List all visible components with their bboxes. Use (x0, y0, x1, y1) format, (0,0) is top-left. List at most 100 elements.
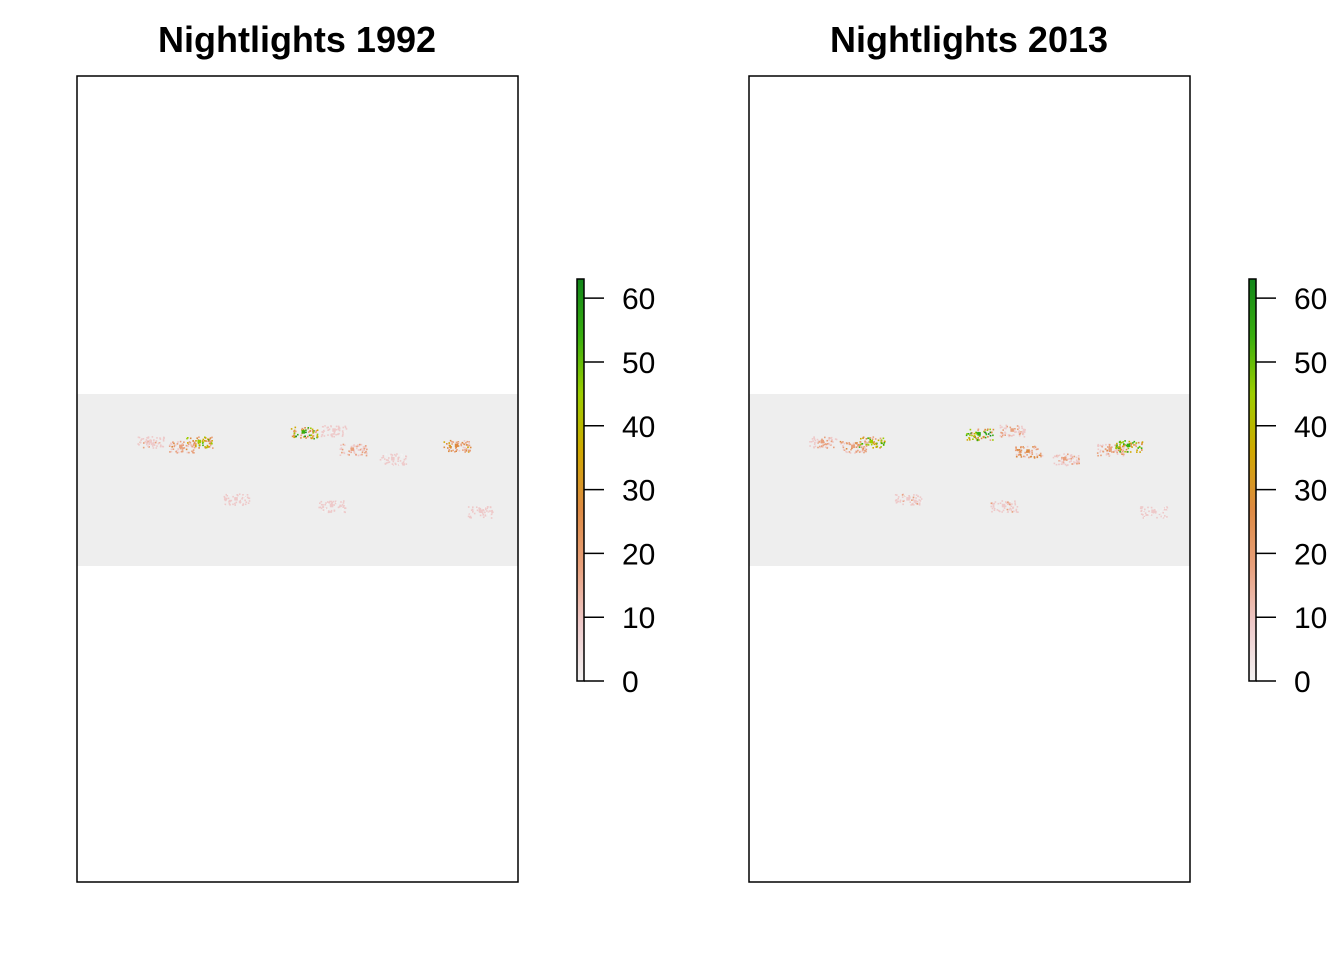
light-cell (1018, 453, 1020, 456)
light-cell (826, 443, 829, 445)
light-cell (148, 443, 150, 446)
light-cell (1137, 441, 1140, 444)
light-cell (1132, 442, 1134, 444)
light-cell (484, 507, 486, 509)
light-cell (1099, 444, 1102, 447)
light-cell (1006, 425, 1008, 428)
light-cell (873, 441, 875, 443)
light-cell (985, 432, 987, 435)
light-cell (210, 442, 213, 445)
light-cell (1011, 511, 1014, 513)
light-cell (975, 431, 977, 434)
light-cell (1136, 451, 1138, 453)
light-cell (198, 447, 200, 449)
light-cell (316, 433, 319, 436)
light-cell (356, 445, 358, 448)
light-cell (170, 442, 172, 445)
light-cell (335, 433, 337, 436)
light-cell (864, 449, 866, 452)
light-cell (1134, 444, 1136, 446)
light-cell (340, 444, 342, 446)
light-cell (458, 450, 461, 452)
light-cell (1065, 464, 1068, 467)
light-cell (152, 442, 154, 445)
light-cell (1150, 506, 1153, 509)
light-cell (1012, 434, 1015, 436)
light-cell (1016, 506, 1019, 508)
light-cell (1125, 444, 1128, 447)
light-cell (842, 445, 844, 447)
light-cell (342, 508, 344, 510)
colorbar-tick-label: 60 (622, 283, 655, 316)
light-cell (1107, 453, 1110, 455)
light-cell (918, 499, 921, 501)
light-cell (312, 431, 315, 434)
light-cell (1144, 517, 1146, 519)
light-cell (1073, 455, 1076, 458)
light-cell (360, 448, 363, 450)
light-cell (811, 438, 814, 440)
light-cell (1022, 433, 1025, 436)
light-cell (818, 441, 821, 443)
light-cell (1163, 510, 1165, 512)
light-cell (1005, 502, 1008, 504)
light-cell (1140, 510, 1142, 512)
light-cell (989, 431, 992, 434)
light-cell (202, 444, 204, 447)
light-cell (305, 431, 307, 434)
light-cell (912, 504, 915, 506)
light-cell (446, 443, 448, 445)
light-cell (482, 512, 484, 514)
light-cell (904, 499, 906, 502)
light-cell (1116, 442, 1118, 445)
light-cell (362, 446, 365, 448)
light-cell (989, 439, 992, 441)
light-cell (238, 493, 241, 495)
light-cell (324, 510, 327, 512)
light-cell (1029, 452, 1031, 455)
light-cell (1004, 432, 1007, 435)
light-cell (301, 429, 303, 431)
light-cell (1127, 451, 1129, 453)
light-cell (1137, 447, 1139, 449)
light-cell (193, 441, 196, 444)
light-cell (987, 436, 989, 438)
light-cell (862, 437, 864, 439)
light-cell (992, 428, 995, 431)
light-cell (244, 499, 246, 502)
light-cell (357, 449, 360, 451)
light-cell (188, 441, 191, 443)
light-cell (366, 448, 368, 451)
light-cell (882, 443, 885, 446)
light-cell (845, 442, 848, 444)
light-cluster-core (197, 439, 201, 444)
light-cell (312, 430, 314, 432)
colorbar-tick-label: 60 (1294, 283, 1327, 316)
light-cell (1020, 456, 1023, 458)
light-cell (321, 431, 323, 433)
light-cell (1005, 501, 1007, 503)
light-cell (470, 517, 472, 519)
light-cell (242, 494, 244, 496)
light-cell (1075, 456, 1078, 459)
light-cell (1018, 451, 1021, 454)
colorbar-tick-label: 20 (622, 538, 655, 571)
light-cell (148, 446, 150, 448)
light-cell (1100, 454, 1102, 457)
light-cell (1007, 434, 1010, 436)
light-cell (152, 439, 155, 442)
light-cell (894, 500, 897, 502)
light-cell (477, 506, 480, 508)
light-cell (1161, 513, 1164, 516)
light-cell (339, 448, 342, 450)
light-cell (182, 444, 184, 446)
light-cell (1148, 508, 1151, 510)
light-cell (1021, 431, 1024, 434)
light-cell (977, 437, 979, 439)
light-cell (340, 447, 343, 449)
light-cell (1001, 511, 1003, 513)
light-cell (338, 432, 340, 435)
light-cell (482, 516, 485, 519)
light-cell (349, 451, 351, 453)
light-cell (1067, 458, 1069, 460)
